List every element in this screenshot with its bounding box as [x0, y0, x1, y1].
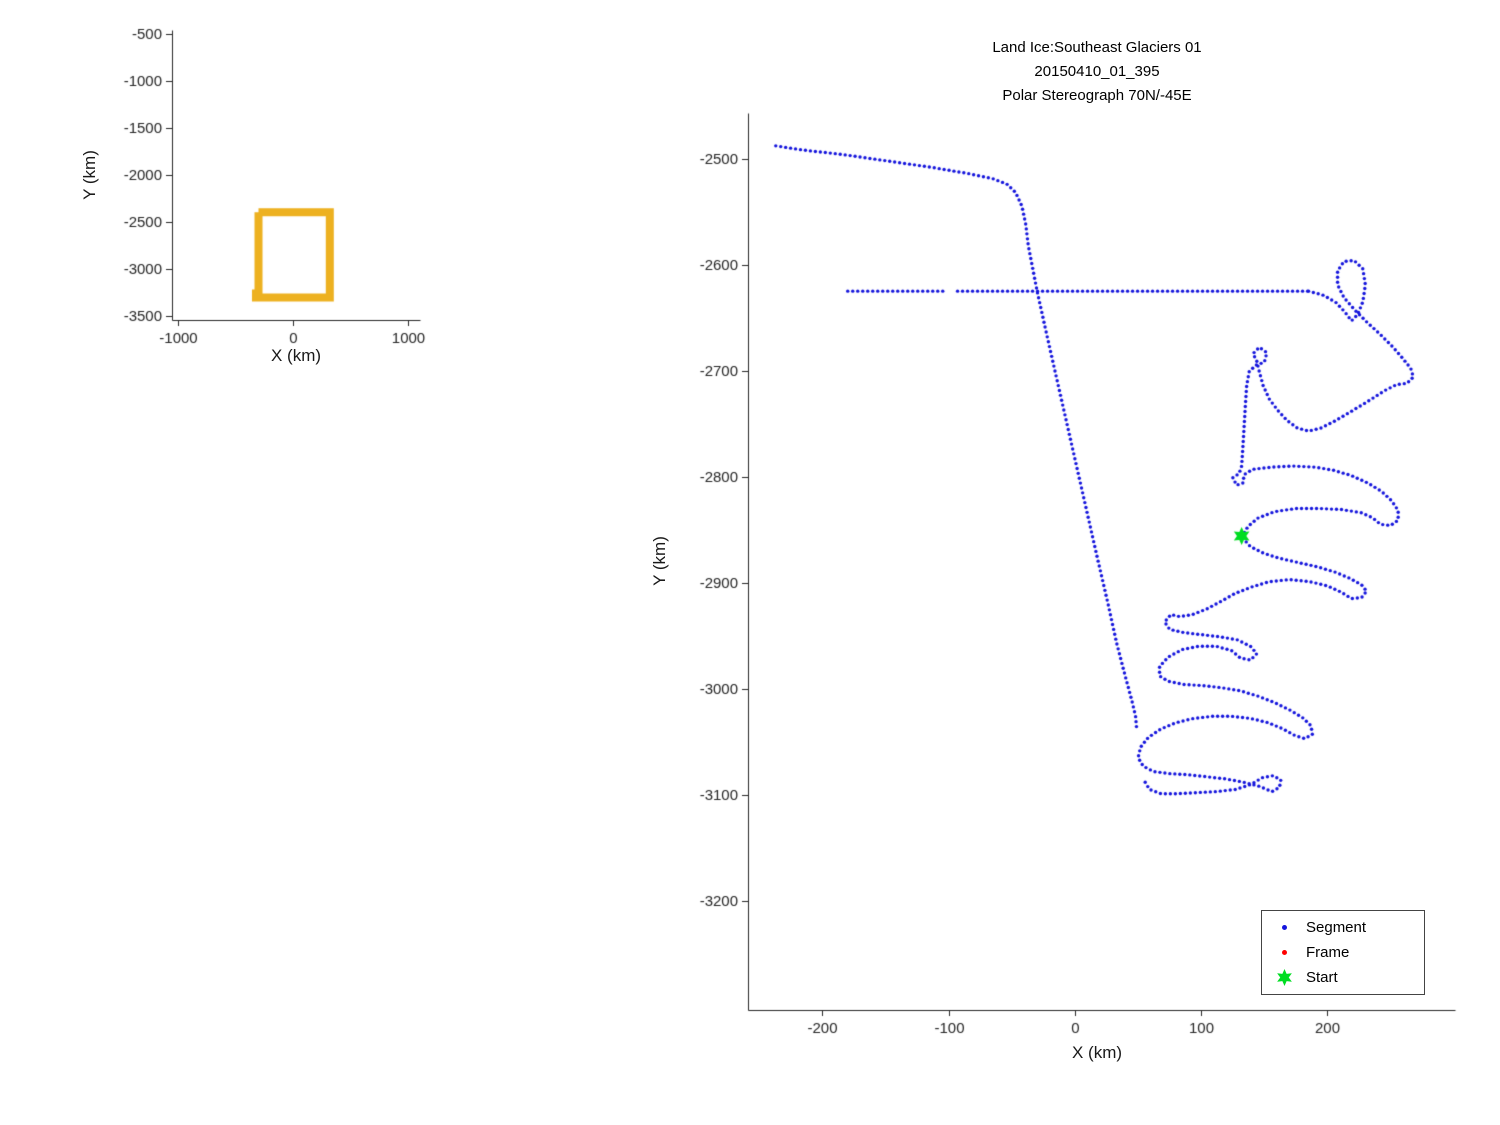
legend-label-start: Start: [1306, 969, 1338, 986]
legend-item-frame: Frame: [1262, 940, 1424, 965]
inset-x-axis-label: X (km): [270, 346, 322, 365]
legend-label-frame: Frame: [1306, 944, 1350, 961]
legend-marker-cell: [1262, 950, 1306, 955]
legend-item-segment: Segment: [1262, 915, 1424, 940]
legend: Segment Frame Start: [1261, 910, 1425, 995]
legend-marker-cell: [1262, 969, 1306, 986]
title-line-2: 20150410_01_395: [1034, 63, 1160, 80]
legend-marker-cell: [1262, 925, 1306, 930]
main-x-axis-label: X (km): [1071, 1043, 1123, 1062]
segment-dot-icon: [1281, 925, 1287, 930]
inset-y-axis-label: Y (km): [80, 150, 99, 200]
legend-item-start: Start: [1262, 965, 1424, 990]
main-y-axis-label: Y (km): [650, 536, 669, 586]
main-chart-title: Land Ice:Southeast Glaciers 01 20150410_…: [827, 36, 1367, 108]
title-line-1: Land Ice:Southeast Glaciers 01: [992, 39, 1202, 56]
legend-label-segment: Segment: [1306, 919, 1367, 936]
title-line-3: Polar Stereograph 70N/-45E: [1002, 87, 1192, 104]
start-star-icon: [1276, 969, 1292, 986]
frame-dot-icon: [1281, 950, 1287, 955]
